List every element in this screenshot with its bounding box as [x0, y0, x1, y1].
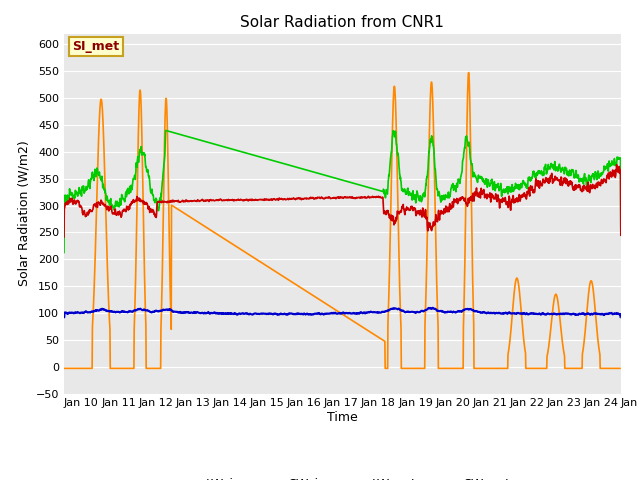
Legend: LW_in, SW_in, LW_out, SW_out: LW_in, SW_in, LW_out, SW_out [170, 472, 515, 480]
Text: SI_met: SI_met [72, 40, 120, 53]
Y-axis label: Solar Radiation (W/m2): Solar Radiation (W/m2) [17, 141, 30, 287]
Title: Solar Radiation from CNR1: Solar Radiation from CNR1 [241, 15, 444, 30]
X-axis label: Time: Time [327, 411, 358, 424]
